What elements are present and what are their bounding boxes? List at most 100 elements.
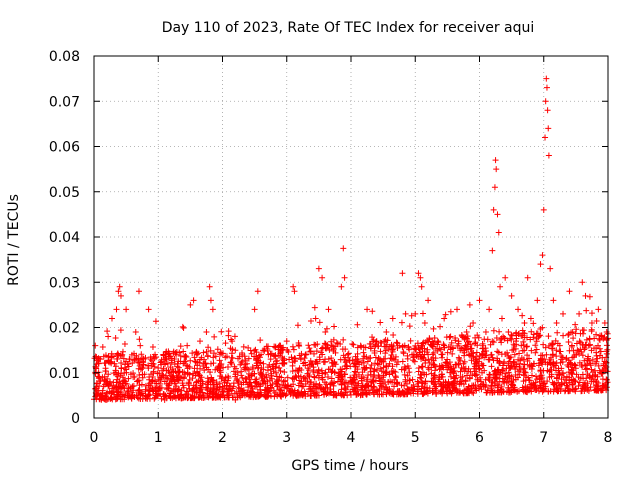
data-point bbox=[364, 376, 371, 383]
data-point bbox=[555, 365, 562, 372]
data-point bbox=[127, 371, 134, 378]
data-point bbox=[507, 364, 514, 371]
data-point bbox=[406, 369, 413, 376]
data-point bbox=[444, 384, 451, 391]
data-point bbox=[411, 358, 418, 365]
data-point bbox=[362, 383, 369, 390]
data-point bbox=[544, 361, 551, 368]
data-point bbox=[524, 343, 531, 350]
data-point bbox=[309, 360, 316, 367]
data-point bbox=[253, 392, 260, 399]
data-point bbox=[342, 346, 349, 353]
data-point bbox=[570, 335, 577, 342]
data-point bbox=[258, 351, 265, 358]
data-point bbox=[268, 350, 275, 357]
y-tick-labels: 0 0.01 0.02 0.03 0.04 0.05 0.06 0.07 0.08 bbox=[49, 49, 80, 427]
data-point bbox=[177, 374, 184, 381]
data-point bbox=[322, 369, 329, 376]
data-point bbox=[424, 337, 431, 344]
data-point bbox=[447, 333, 454, 340]
data-point bbox=[209, 306, 216, 313]
data-point bbox=[510, 360, 517, 367]
data-point bbox=[395, 358, 402, 365]
data-point bbox=[480, 342, 487, 349]
data-point bbox=[264, 378, 271, 385]
data-point bbox=[259, 373, 266, 380]
x-tick-label: 1 bbox=[154, 430, 163, 446]
data-point bbox=[542, 344, 549, 351]
data-point bbox=[313, 348, 320, 355]
data-point bbox=[322, 345, 329, 352]
data-point bbox=[408, 312, 415, 319]
data-point bbox=[212, 353, 219, 360]
data-point bbox=[569, 342, 576, 349]
data-point bbox=[104, 375, 111, 382]
data-point bbox=[364, 306, 371, 313]
data-point bbox=[603, 329, 610, 336]
data-point bbox=[490, 327, 497, 334]
y-tick-label: 0.08 bbox=[49, 49, 80, 65]
data-point bbox=[530, 320, 537, 327]
data-point bbox=[175, 386, 182, 393]
data-point bbox=[572, 321, 579, 328]
data-point bbox=[446, 369, 453, 376]
data-point bbox=[520, 378, 527, 385]
data-point bbox=[131, 357, 138, 364]
data-point bbox=[272, 353, 279, 360]
data-point bbox=[218, 375, 225, 382]
data-point bbox=[341, 371, 348, 378]
data-point bbox=[520, 365, 527, 372]
data-point bbox=[483, 389, 490, 396]
data-point bbox=[261, 392, 268, 399]
data-point bbox=[596, 367, 603, 374]
data-point bbox=[455, 354, 462, 361]
data-point bbox=[537, 372, 544, 379]
data-point bbox=[176, 349, 183, 356]
data-point bbox=[289, 375, 296, 382]
data-point bbox=[138, 390, 145, 397]
data-point bbox=[475, 366, 482, 373]
data-point bbox=[470, 354, 477, 361]
data-point bbox=[317, 384, 324, 391]
data-point bbox=[103, 390, 110, 397]
data-point bbox=[603, 336, 610, 343]
data-point bbox=[463, 346, 470, 353]
data-point bbox=[586, 372, 593, 379]
data-point bbox=[177, 392, 184, 399]
data-point bbox=[428, 370, 435, 377]
data-point bbox=[390, 332, 397, 339]
data-point bbox=[506, 354, 513, 361]
data-point bbox=[281, 384, 288, 391]
data-point bbox=[572, 365, 579, 372]
data-point bbox=[574, 347, 581, 354]
data-point bbox=[514, 374, 521, 381]
data-point bbox=[389, 315, 396, 322]
data-point bbox=[438, 387, 445, 394]
data-point bbox=[377, 319, 384, 326]
data-point bbox=[105, 382, 112, 389]
data-point bbox=[190, 370, 197, 377]
data-point bbox=[165, 384, 172, 391]
data-point bbox=[494, 211, 501, 218]
data-point bbox=[279, 360, 286, 367]
data-point bbox=[339, 391, 346, 398]
data-point bbox=[418, 385, 425, 392]
data-point bbox=[321, 340, 328, 347]
data-point bbox=[175, 364, 182, 371]
data-point bbox=[232, 347, 239, 354]
data-point bbox=[189, 350, 196, 357]
y-tick-label: 0.03 bbox=[49, 275, 80, 291]
data-point bbox=[362, 391, 369, 398]
data-point bbox=[237, 361, 244, 368]
data-point bbox=[573, 340, 580, 347]
axis-ticks bbox=[93, 55, 609, 419]
data-point bbox=[238, 349, 245, 356]
data-point bbox=[298, 383, 305, 390]
data-point bbox=[554, 329, 561, 336]
data-point bbox=[157, 359, 164, 366]
data-point bbox=[315, 265, 322, 272]
data-point bbox=[404, 372, 411, 379]
data-point bbox=[402, 378, 409, 385]
data-point bbox=[432, 345, 439, 352]
data-point bbox=[423, 389, 430, 396]
